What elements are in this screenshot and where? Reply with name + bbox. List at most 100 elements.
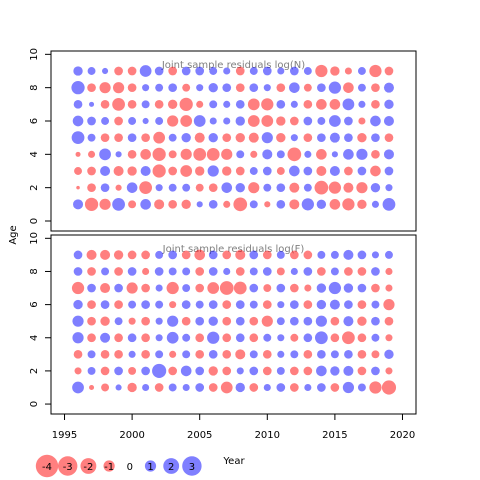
data-point bbox=[155, 300, 164, 309]
data-point bbox=[167, 315, 179, 327]
data-point bbox=[180, 365, 192, 377]
data-point bbox=[127, 166, 137, 176]
data-point bbox=[87, 67, 96, 75]
data-point bbox=[100, 349, 110, 359]
data-point bbox=[181, 300, 191, 309]
data-point bbox=[331, 151, 338, 158]
data-point bbox=[263, 183, 272, 192]
data-point bbox=[155, 284, 163, 292]
data-point bbox=[371, 333, 380, 342]
data-point bbox=[385, 267, 393, 276]
data-point bbox=[261, 315, 273, 327]
data-point bbox=[114, 116, 123, 126]
legend: -4 -3 -2 -1 0 1 2 3 bbox=[35, 454, 202, 478]
data-point bbox=[128, 200, 137, 209]
legend-item: 0 bbox=[127, 462, 133, 473]
data-point bbox=[73, 299, 83, 310]
data-point bbox=[114, 349, 123, 359]
data-point bbox=[127, 99, 137, 109]
data-point bbox=[289, 250, 299, 260]
data-point bbox=[383, 82, 394, 93]
data-point bbox=[168, 250, 178, 260]
data-point bbox=[102, 67, 109, 75]
data-point bbox=[303, 349, 313, 359]
data-point bbox=[113, 250, 124, 260]
data-point bbox=[371, 350, 380, 359]
data-point bbox=[87, 267, 96, 276]
y-tick-label: 2 bbox=[29, 184, 40, 190]
data-point bbox=[276, 99, 286, 109]
data-point bbox=[262, 66, 272, 76]
data-point bbox=[168, 66, 178, 76]
data-point bbox=[222, 83, 232, 93]
data-point bbox=[317, 349, 326, 359]
data-point bbox=[262, 250, 272, 260]
data-point bbox=[277, 67, 285, 75]
data-point bbox=[223, 200, 231, 208]
data-point bbox=[100, 366, 110, 376]
data-point bbox=[207, 282, 220, 294]
data-point bbox=[277, 350, 285, 358]
data-point bbox=[182, 267, 191, 276]
data-point bbox=[195, 267, 205, 276]
data-point bbox=[128, 317, 136, 325]
data-point bbox=[330, 383, 340, 392]
data-point bbox=[168, 383, 177, 392]
data-point bbox=[289, 82, 300, 93]
data-point bbox=[208, 132, 218, 143]
data-point bbox=[303, 166, 313, 176]
data-point bbox=[72, 332, 84, 344]
y-tick-label: 8 bbox=[29, 268, 40, 274]
data-point bbox=[166, 331, 179, 344]
data-point bbox=[371, 99, 380, 109]
data-point bbox=[370, 115, 381, 127]
data-point bbox=[194, 132, 205, 143]
data-point bbox=[385, 334, 393, 342]
data-point bbox=[209, 100, 218, 109]
y-tick-label: 0 bbox=[29, 401, 40, 407]
data-point bbox=[289, 316, 299, 326]
data-point bbox=[304, 150, 312, 158]
data-point bbox=[141, 333, 150, 343]
data-point bbox=[328, 181, 342, 194]
data-point bbox=[127, 382, 137, 393]
data-point bbox=[100, 249, 111, 260]
data-point bbox=[249, 167, 258, 175]
data-point bbox=[249, 366, 259, 376]
data-point bbox=[100, 165, 111, 177]
data-point bbox=[195, 383, 205, 392]
data-point bbox=[74, 367, 82, 375]
data-point bbox=[248, 182, 260, 194]
data-point bbox=[89, 384, 95, 390]
data-point bbox=[154, 267, 164, 276]
legend-item: 3 bbox=[182, 456, 202, 476]
data-point bbox=[289, 366, 299, 376]
data-point bbox=[101, 267, 110, 276]
data-point bbox=[248, 132, 259, 143]
data-point bbox=[182, 383, 190, 392]
data-point bbox=[128, 366, 137, 375]
data-point bbox=[233, 281, 247, 295]
data-point bbox=[276, 132, 286, 143]
data-point bbox=[235, 333, 245, 343]
data-point bbox=[235, 83, 245, 93]
data-point bbox=[71, 131, 85, 145]
data-point bbox=[219, 281, 234, 295]
data-point bbox=[314, 331, 328, 345]
data-point bbox=[385, 367, 393, 375]
data-point bbox=[101, 383, 110, 392]
data-point bbox=[141, 283, 150, 293]
data-point bbox=[276, 366, 285, 375]
panel-title: Joint sample residuals log(N) bbox=[161, 60, 305, 71]
x-tick-label: 1995 bbox=[52, 430, 77, 441]
data-point bbox=[99, 148, 111, 161]
panel-2: Joint sample residuals log(F) 0 2 4 6 8 10 bbox=[29, 232, 417, 415]
x-tick-label: 2005 bbox=[187, 430, 212, 441]
data-point bbox=[235, 249, 246, 260]
data-point bbox=[155, 250, 164, 259]
legend-label: 0 bbox=[127, 462, 133, 473]
data-point bbox=[343, 316, 354, 327]
data-point bbox=[76, 185, 80, 190]
y-tick-label: 6 bbox=[29, 301, 40, 307]
data-point bbox=[371, 200, 379, 208]
